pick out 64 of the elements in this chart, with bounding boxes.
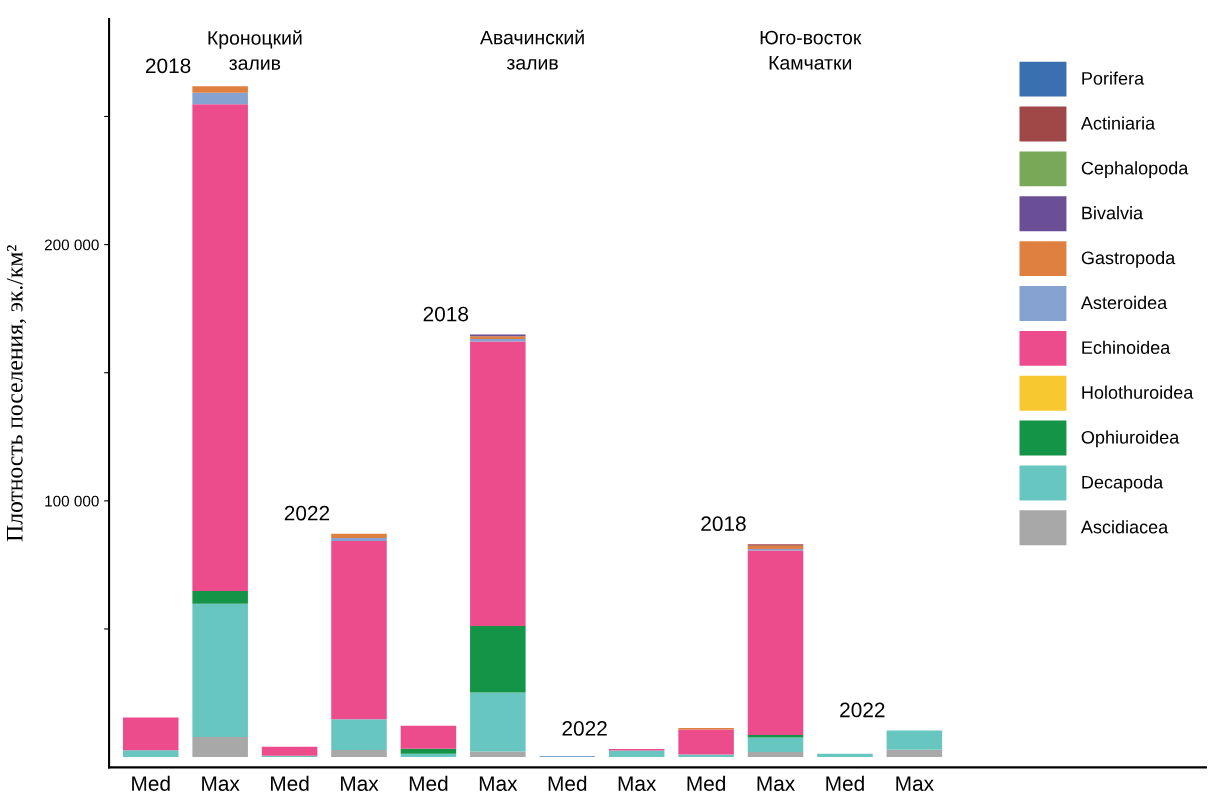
legend-label: Asteroidea xyxy=(1080,295,1168,310)
bar xyxy=(470,751,526,758)
annotation: 2018 xyxy=(701,516,746,532)
bar xyxy=(747,751,804,758)
bar xyxy=(400,725,457,749)
bar xyxy=(747,735,804,738)
legend-label: Cephalopoda xyxy=(1081,161,1189,179)
y-tick-label: 100 000 xyxy=(45,495,99,507)
bar xyxy=(747,550,804,736)
annotation: 2022 xyxy=(562,721,607,736)
x-tick-label: Max xyxy=(896,776,934,791)
x-tick-label: Med xyxy=(409,775,448,791)
bar xyxy=(192,591,248,604)
bar xyxy=(331,538,387,542)
bar xyxy=(400,748,457,754)
x-tick-label: Med xyxy=(271,775,309,791)
bar xyxy=(331,749,387,758)
annotation: Юго-восток Камчатки xyxy=(760,30,862,70)
bar xyxy=(470,341,526,626)
x-tick-label: Max xyxy=(618,776,657,791)
bar xyxy=(331,541,387,720)
legend-label: Actiniaria xyxy=(1080,116,1156,130)
annotation: 2018 xyxy=(145,58,191,74)
annotation: Кроноцкий залив xyxy=(208,30,302,70)
bar xyxy=(192,737,248,758)
legend-label: Echinoidea xyxy=(1082,340,1171,354)
legend-label: Ophiuroidea xyxy=(1081,430,1180,448)
bar xyxy=(192,86,248,93)
y-tick-label: 200 000 xyxy=(44,239,99,251)
bar xyxy=(608,750,665,758)
y-axis-title: Плотность поселения, эк./км² xyxy=(6,245,27,542)
x-tick-label: Max xyxy=(341,776,379,791)
x-tick-label: Max xyxy=(479,776,518,791)
annotation: Авачинский залив xyxy=(480,29,584,70)
bar xyxy=(192,92,248,105)
legend-label: Holothuroidea xyxy=(1082,385,1194,399)
x-tick-label: Med xyxy=(548,775,587,791)
legend-label: Ascidiacea xyxy=(1080,520,1169,534)
bar xyxy=(331,533,387,538)
bar xyxy=(886,749,943,758)
bar xyxy=(331,719,387,750)
bar xyxy=(261,746,318,756)
bar xyxy=(470,625,526,693)
x-tick-label: Med xyxy=(687,775,726,791)
annotation: 2018 xyxy=(423,306,469,322)
legend-label: Bivalvia xyxy=(1082,206,1144,220)
legend-label: Porifera xyxy=(1082,71,1145,85)
bar xyxy=(192,104,248,592)
x-tick-label: Max xyxy=(757,776,795,791)
legend-label: Gastropoda xyxy=(1081,250,1176,268)
bar xyxy=(886,730,943,750)
legend-label: Decapoda xyxy=(1082,475,1164,493)
x-tick-label: Med xyxy=(826,775,864,791)
bar xyxy=(470,692,526,752)
bar xyxy=(192,603,248,738)
annotation: 2022 xyxy=(840,702,885,718)
bar xyxy=(747,737,804,752)
bar xyxy=(817,753,873,758)
bar xyxy=(122,750,179,758)
bar xyxy=(122,717,179,751)
bar xyxy=(678,729,734,755)
x-tick-label: Max xyxy=(202,776,240,791)
annotation: 2022 xyxy=(284,505,330,521)
x-tick-label: Med xyxy=(132,775,170,791)
